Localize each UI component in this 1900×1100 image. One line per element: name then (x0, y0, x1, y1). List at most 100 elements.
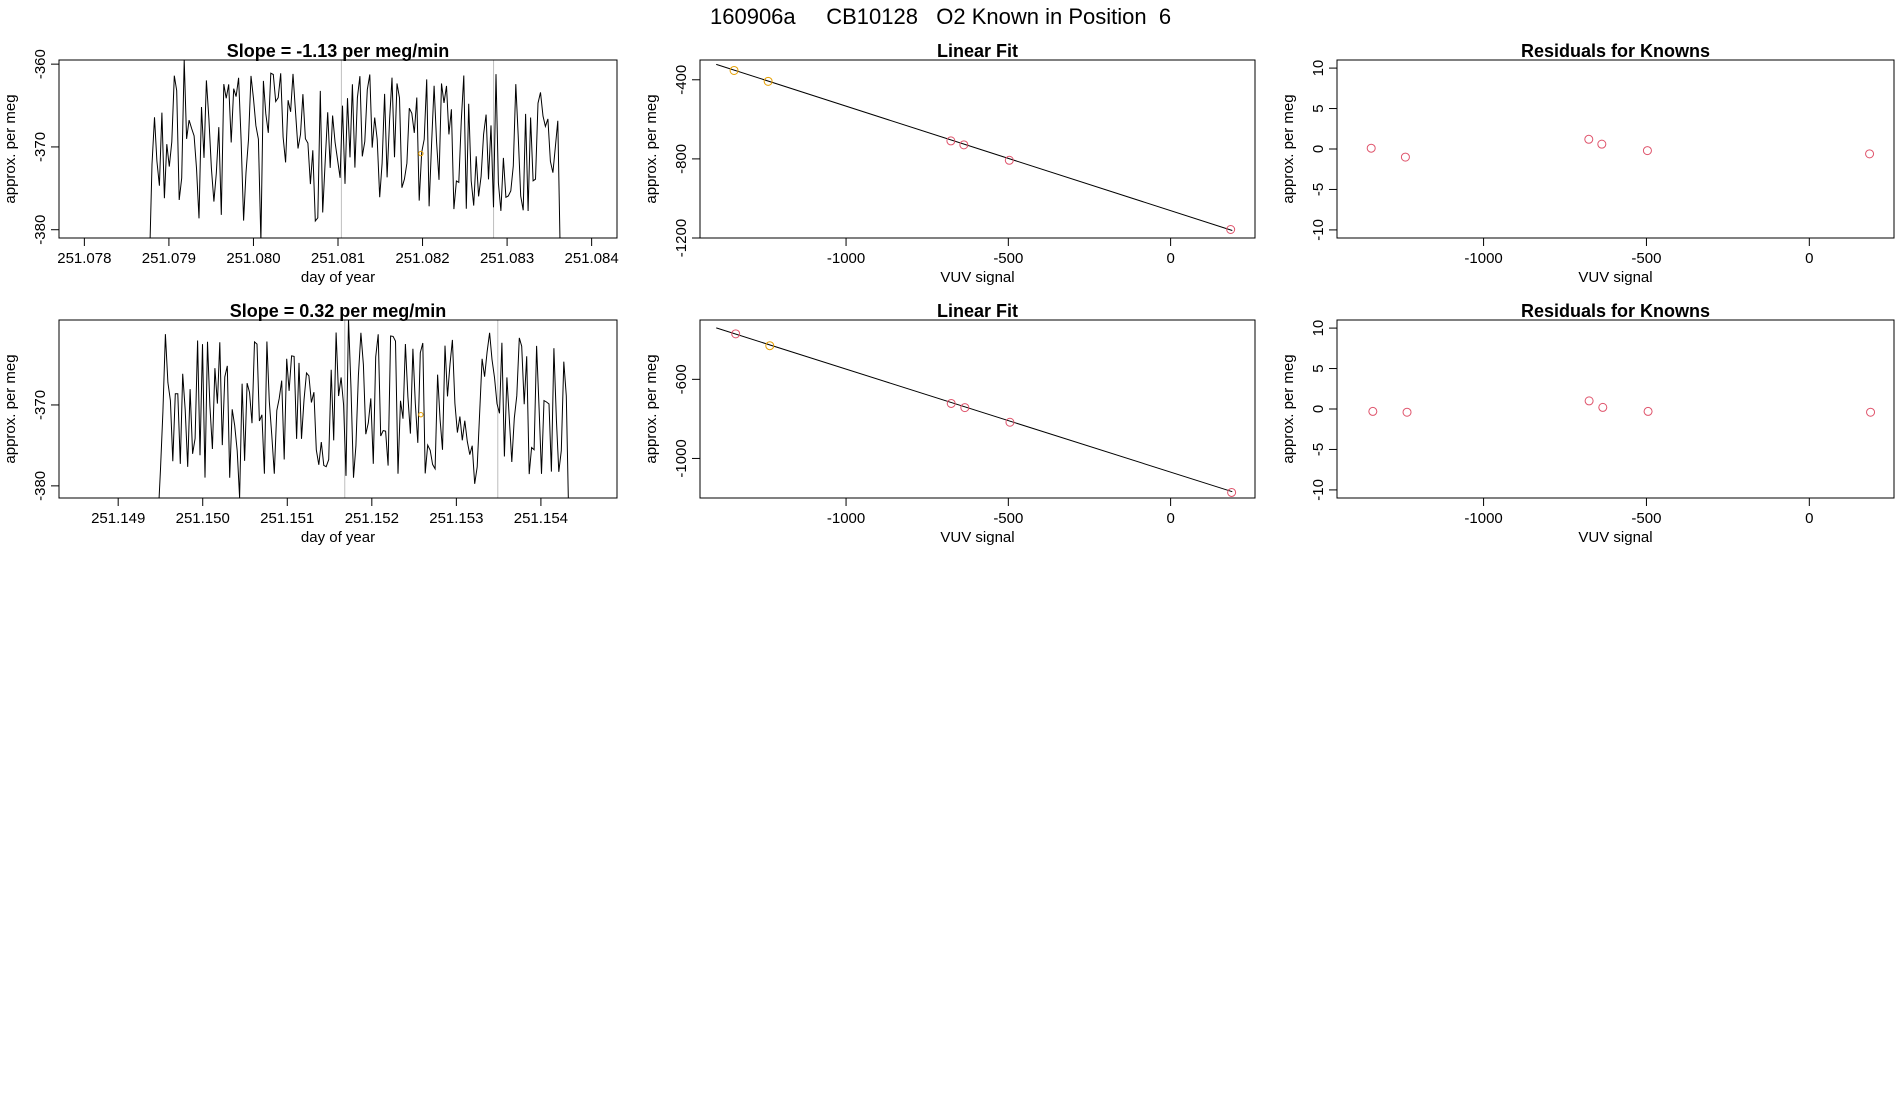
y-tick-label: -800 (673, 144, 690, 174)
data-point (1866, 407, 1876, 417)
signal-trace (149, 60, 561, 238)
x-tick-label: 251.153 (429, 510, 483, 527)
x-tick-label: -500 (993, 510, 1023, 527)
y-tick-label: -10 (1310, 219, 1327, 241)
data-point (946, 398, 956, 408)
y-axis-label: approx. per meg (2, 354, 19, 463)
data-point (960, 403, 970, 413)
x-axis-label: VUV signal (1578, 529, 1652, 546)
y-axis-label: approx. per meg (643, 94, 660, 203)
plot-area (716, 63, 1236, 234)
y-tick-label: -400 (673, 65, 690, 95)
panel-fit1: Linear Fit -1000 -500 0 -400 -800 -1200 VUV sig… (643, 41, 1256, 286)
plot-area (716, 327, 1237, 497)
x-tick-label: 0 (1166, 250, 1174, 267)
y-axis-label: approx. per meg (1280, 354, 1297, 463)
plot-frame (58, 59, 618, 239)
plot-frame (699, 319, 1256, 499)
x-axis-label: VUV signal (940, 269, 1014, 286)
data-point (1227, 487, 1237, 497)
plot-area (1368, 396, 1876, 417)
y-tick-label: -370 (32, 390, 49, 420)
panel-res2: Residuals for Knowns -1000 -500 0 10 5 0 -5 -10 V… (1280, 301, 1895, 546)
data-point (1584, 396, 1594, 406)
y-axis-label: approx. per meg (1280, 94, 1297, 203)
y-tick-label: -370 (32, 132, 49, 162)
data-point (1400, 152, 1410, 162)
x-tick-label: -1000 (1464, 250, 1502, 267)
x-tick-label: 251.082 (395, 250, 449, 267)
x-tick-label: 0 (1805, 250, 1813, 267)
x-tick-label: -500 (1631, 510, 1661, 527)
x-tick-label: 251.151 (260, 510, 314, 527)
y-tick-label: 10 (1310, 60, 1327, 77)
y-tick-label: -380 (32, 215, 49, 245)
x-tick-label: -500 (993, 250, 1023, 267)
plot-frame (58, 319, 618, 499)
x-tick-label: 0 (1805, 510, 1813, 527)
data-point (1004, 155, 1014, 165)
x-tick-label: 251.150 (176, 510, 230, 527)
data-point (959, 140, 969, 150)
panel-title: Slope = -1.13 per meg/min (227, 41, 450, 61)
data-point (1597, 139, 1607, 149)
x-tick-label: -1000 (827, 250, 865, 267)
x-tick-label: -1000 (1464, 510, 1502, 527)
plot-frame (1336, 319, 1895, 499)
panel-fit2: Linear Fit -1000 -500 0 -600 -1000 VUV signal a… (643, 301, 1256, 546)
y-tick-label: 0 (1310, 145, 1327, 153)
x-tick-label: 251.078 (57, 250, 111, 267)
panel-title: Slope = 0.32 per meg/min (230, 301, 447, 321)
x-tick-label: -1000 (827, 510, 865, 527)
y-tick-label: -1200 (673, 219, 690, 257)
x-axis-label: VUV signal (940, 529, 1014, 546)
plot-frame (1336, 59, 1895, 239)
panel-res1: Residuals for Knowns -1000 -500 0 10 5 0 -5 -10 V… (1280, 41, 1895, 286)
data-point (1402, 407, 1412, 417)
y-tick-label: 5 (1310, 104, 1327, 112)
highlight-point (418, 150, 424, 157)
y-tick-label: -380 (32, 471, 49, 501)
data-point (1366, 143, 1376, 153)
data-point (1226, 224, 1236, 234)
x-axis-label: VUV signal (1578, 269, 1652, 286)
x-tick-label: -500 (1631, 250, 1661, 267)
signal-trace (158, 320, 569, 498)
x-axis-label: day of year (301, 529, 375, 546)
y-tick-label: -1000 (673, 439, 690, 477)
x-tick-label: 251.152 (345, 510, 399, 527)
highlight-point (418, 411, 424, 418)
fit-line (716, 63, 1233, 231)
y-axis-label: approx. per meg (2, 94, 19, 203)
data-point (731, 329, 741, 339)
x-tick-label: 251.154 (514, 510, 568, 527)
y-tick-label: -5 (1310, 443, 1327, 456)
y-tick-label: -5 (1310, 183, 1327, 196)
page-title: 160906a CB10128 O2 Known in Position 6 (710, 4, 1171, 29)
panel-title: Linear Fit (937, 301, 1018, 321)
plot-area (158, 320, 569, 498)
data-point (1642, 146, 1652, 156)
plot-area (1366, 134, 1875, 162)
panel-time2: Slope = 0.32 per meg/min 251.149 251.150 25… (2, 301, 618, 546)
y-axis-label: approx. per meg (643, 354, 660, 463)
y-tick-label: -10 (1310, 479, 1327, 501)
plot-area (149, 60, 561, 238)
y-tick-label: 0 (1310, 405, 1327, 413)
data-point (1643, 406, 1653, 416)
y-tick-label: -360 (32, 49, 49, 79)
data-point (1598, 402, 1608, 412)
panel-title: Residuals for Knowns (1521, 41, 1710, 61)
data-point (946, 136, 956, 146)
x-tick-label: 251.081 (311, 250, 365, 267)
panel-time1: Slope = -1.13 per meg/min 251.078 251.079 2… (2, 41, 619, 286)
plot-frame (699, 59, 1256, 239)
panel-title: Residuals for Knowns (1521, 301, 1710, 321)
x-tick-label: 251.080 (226, 250, 280, 267)
data-point (1368, 406, 1378, 416)
x-tick-label: 251.079 (142, 250, 196, 267)
x-tick-label: 251.084 (565, 250, 619, 267)
x-tick-label: 251.083 (480, 250, 534, 267)
data-point (1865, 149, 1875, 159)
